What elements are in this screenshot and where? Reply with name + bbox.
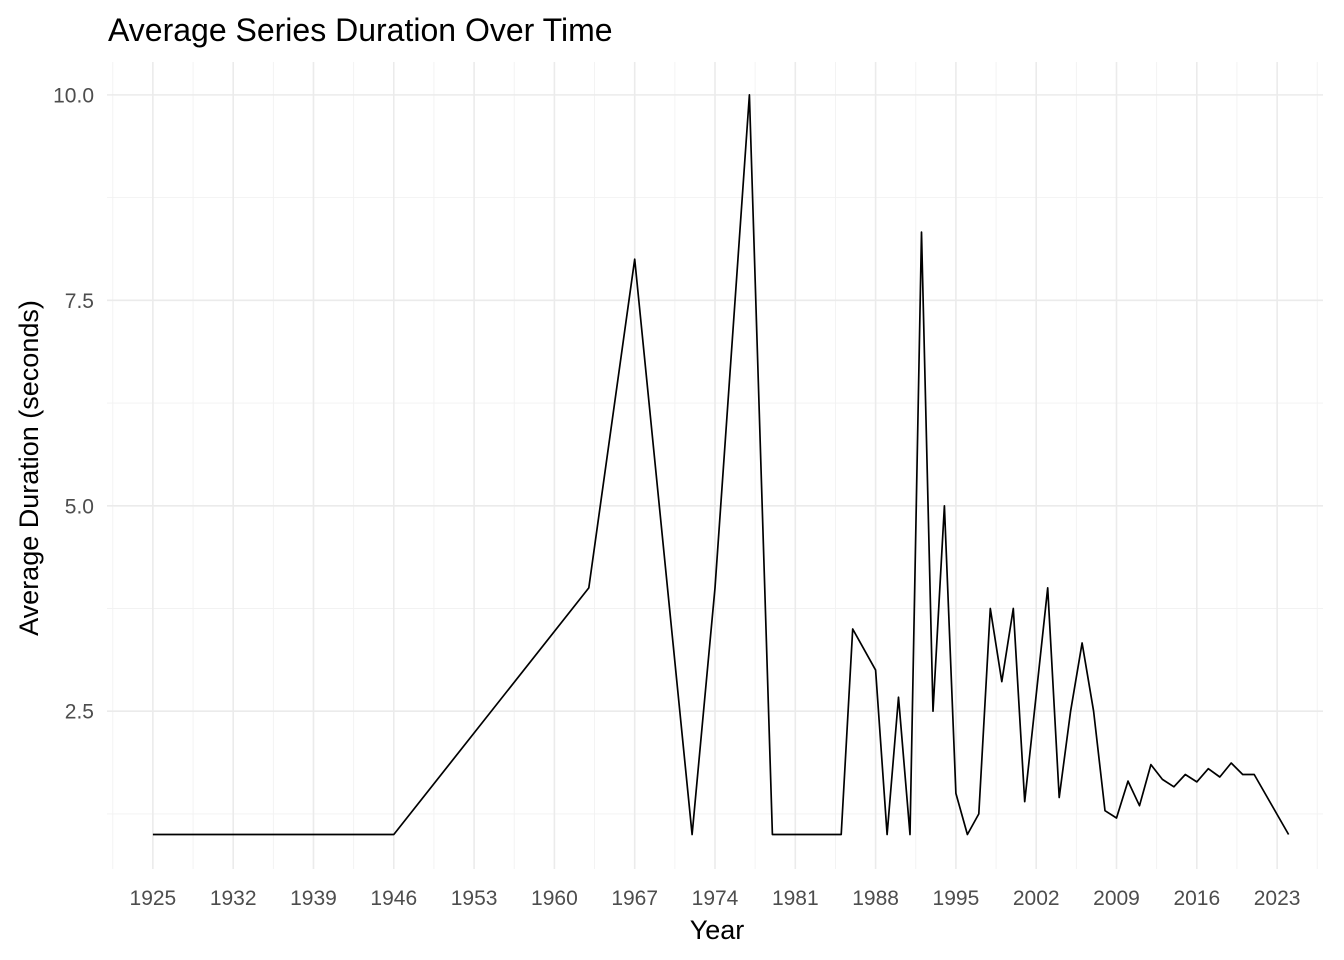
x-axis-tick-labels: 1925 1932 1939 1946 1953 1960 1967 1974 1981 1988… — [130, 887, 1301, 910]
x-tick-label: 1967 — [611, 887, 658, 910]
x-tick-label: 2002 — [1013, 887, 1060, 910]
series-layer — [152, 94, 1290, 836]
y-tick-label: 5.0 — [65, 495, 94, 518]
y-axis-tick-labels: 2.5 5.0 7.5 10.0 — [53, 84, 94, 723]
x-tick-label: 1939 — [290, 887, 337, 910]
chart-title: Average Series Duration Over Time — [108, 12, 613, 48]
x-tick-label: 2016 — [1173, 887, 1220, 910]
x-tick-label: 1932 — [210, 887, 257, 910]
major-gridlines-x — [152, 62, 1278, 869]
x-tick-label: 1946 — [370, 887, 417, 910]
x-tick-label: 2023 — [1254, 887, 1301, 910]
series-line — [152, 94, 1290, 836]
x-tick-label: 1995 — [933, 887, 980, 910]
y-tick-label: 10.0 — [53, 84, 94, 107]
minor-gridlines-x — [112, 62, 1318, 869]
x-tick-label: 1960 — [531, 887, 578, 910]
major-gridlines-y — [107, 94, 1323, 713]
x-tick-label: 1988 — [852, 887, 899, 910]
y-tick-label: 2.5 — [65, 701, 94, 724]
x-tick-label: 1974 — [692, 887, 739, 910]
x-tick-label: 1953 — [451, 887, 498, 910]
x-tick-label: 2009 — [1093, 887, 1140, 910]
x-axis-title: Year — [690, 915, 745, 945]
x-tick-label: 1981 — [772, 887, 819, 910]
x-tick-label: 1925 — [130, 887, 177, 910]
y-axis-title: Average Duration (seconds) — [14, 300, 44, 636]
y-tick-label: 7.5 — [65, 290, 94, 313]
